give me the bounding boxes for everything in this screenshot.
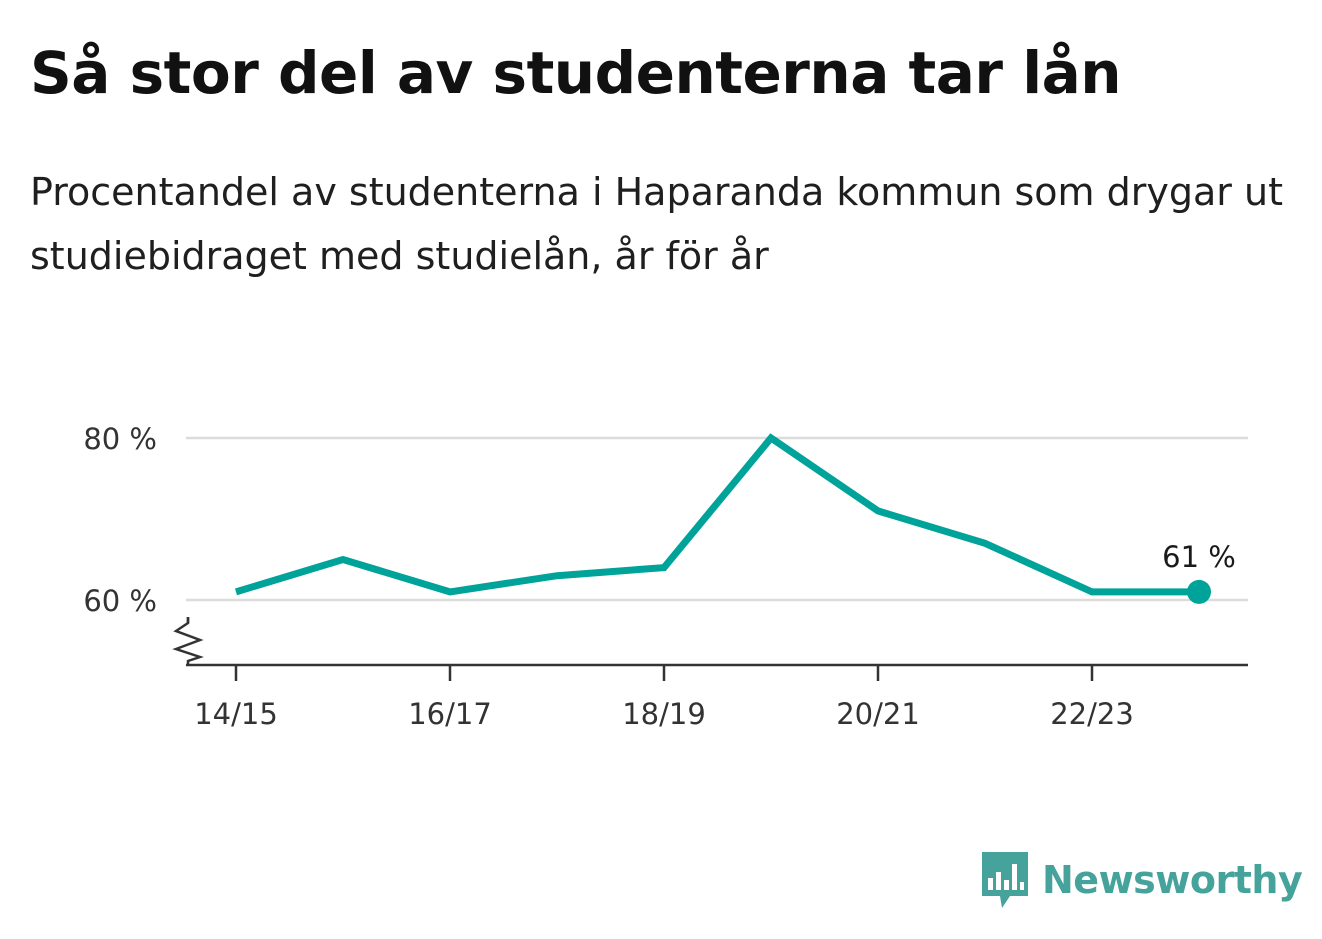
y-axis-labels: 60 % 80 % <box>83 422 157 618</box>
line-chart: 60 % 80 % 14/15 16/17 18/19 20/21 22/23 61 % <box>83 422 1248 731</box>
series-line <box>234 433 1199 596</box>
y-tick-label: 80 % <box>83 422 157 456</box>
chart-title: Så stor del av studenterna tar lån <box>30 39 1122 107</box>
newsworthy-logo: Newsworthy <box>980 850 1303 910</box>
x-tick-label: 20/21 <box>836 697 920 731</box>
gridlines <box>186 436 1248 602</box>
chart-subtitle: Procentandel av studenterna i Haparanda … <box>30 170 1283 278</box>
series-end-point <box>1187 579 1211 604</box>
x-tick-label: 14/15 <box>194 697 278 731</box>
end-value-label: 61 % <box>1162 540 1236 574</box>
bar-chart-speech-bubble-icon <box>982 852 1028 908</box>
x-tick-label: 16/17 <box>408 697 492 731</box>
brand-name: Newsworthy <box>1042 858 1303 902</box>
x-tick-label: 18/19 <box>622 697 706 731</box>
y-tick-label: 60 % <box>83 584 157 618</box>
axis-break-icon <box>172 617 204 665</box>
x-axis-ticks: 14/15 16/17 18/19 20/21 22/23 <box>194 665 1134 731</box>
x-tick-label: 22/23 <box>1050 697 1134 731</box>
